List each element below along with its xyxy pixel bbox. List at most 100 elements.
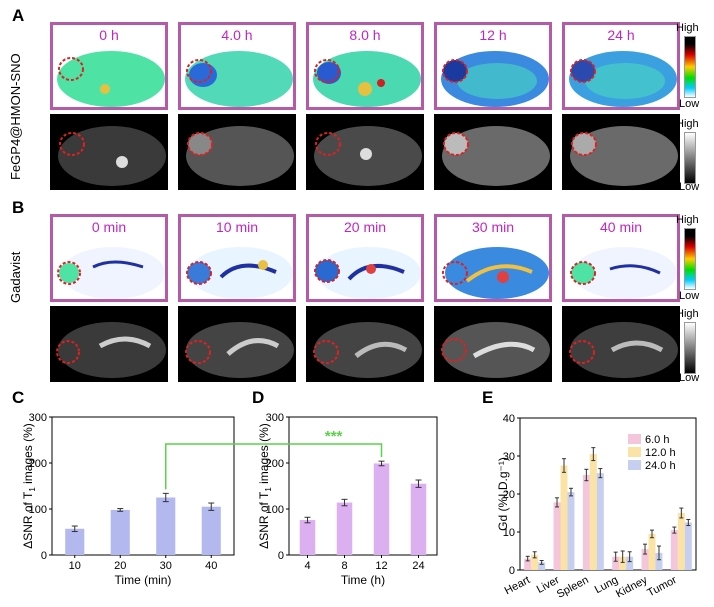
- x-tick-label: 8: [341, 560, 347, 572]
- y-axis-label: Gd (%I.D.g⁻¹): [496, 457, 510, 531]
- mri-b-5: [562, 306, 680, 382]
- plot-frame: [288, 416, 438, 556]
- bar: [582, 475, 590, 570]
- significance-line: [165, 443, 383, 490]
- x-tick-label: 40: [205, 560, 217, 572]
- x-tick-label: Spleen: [555, 574, 591, 601]
- image-b-3: 20 min: [306, 214, 424, 302]
- colorbar-a-color: [684, 36, 696, 98]
- bar: [373, 463, 390, 555]
- colorbar-high: High: [676, 118, 699, 130]
- time-label: 4.0 h: [221, 27, 253, 43]
- mri-a-2: [178, 114, 296, 190]
- image-a-4: 12 h: [434, 22, 552, 110]
- legend-label: 24.0 h: [645, 460, 676, 472]
- x-tick-label: 20: [114, 560, 126, 572]
- image-a-2: 4.0 h: [178, 22, 296, 110]
- bar: [648, 533, 656, 570]
- y-tick-label: 30: [503, 451, 515, 463]
- bar: [156, 497, 176, 555]
- x-tick-label: 10: [69, 560, 81, 572]
- y-tick-label: 0: [41, 550, 47, 562]
- plot-frame: [51, 416, 235, 556]
- x-tick-label: 4: [304, 560, 310, 572]
- y-tick-label: 20: [503, 489, 515, 501]
- bar: [612, 556, 620, 570]
- mri-a-3: [306, 114, 424, 190]
- significance-stars: ***: [325, 428, 343, 445]
- image-a-3: 8.0 h: [306, 22, 424, 110]
- y-tick-label: 200: [29, 458, 47, 470]
- x-tick-label: Tumor: [645, 574, 679, 599]
- y-tick-label: 0: [509, 565, 515, 577]
- colorbar-low: Low: [679, 290, 700, 302]
- y-tick-label: 10: [503, 527, 515, 539]
- image-b-5: 40 min: [562, 214, 680, 302]
- y-tick-label: 300: [29, 412, 47, 424]
- time-label: 0 min: [91, 219, 127, 235]
- bar: [201, 506, 221, 555]
- colorbar-low: Low: [679, 372, 700, 384]
- colorbar-low: Low: [679, 98, 700, 110]
- bar: [336, 502, 353, 555]
- y-axis-label: ΔSNR of T1 images (%): [21, 423, 37, 549]
- image-b-1: 0 min: [50, 214, 168, 302]
- bar: [567, 492, 575, 570]
- image-b-4: 30 min: [434, 214, 552, 302]
- bar: [626, 556, 634, 570]
- y-tick-label: 200: [266, 458, 284, 470]
- bar: [655, 552, 663, 570]
- mri-a-5: [562, 114, 680, 190]
- colorbar-b-gray: [684, 322, 696, 374]
- x-tick-label: 30: [160, 560, 172, 572]
- time-label: 40 min: [599, 219, 643, 235]
- colorbar-b-color: [684, 228, 696, 290]
- panel-label-b: B: [12, 198, 25, 217]
- x-axis-label: Time (min): [115, 573, 172, 587]
- panel-label-e: E: [482, 388, 494, 407]
- time-label: 10 min: [215, 219, 259, 235]
- bar: [110, 509, 130, 555]
- time-label: 0 h: [99, 27, 119, 43]
- mri-a-1: [50, 114, 168, 190]
- panel-label-d: D: [252, 388, 265, 407]
- bar: [560, 465, 568, 570]
- image-b-2: 10 min: [178, 214, 296, 302]
- bar: [524, 558, 532, 570]
- bar: [65, 528, 85, 555]
- time-label: 20 min: [343, 219, 387, 235]
- y-tick-label: 100: [266, 504, 284, 516]
- time-label: 8.0 h: [349, 27, 381, 43]
- bar: [596, 473, 604, 570]
- significance-bracket: ***: [165, 428, 383, 490]
- bar: [299, 520, 316, 555]
- bar: [553, 502, 561, 570]
- bar: [589, 454, 597, 570]
- colorbar-a-gray: [684, 132, 696, 184]
- colorbar-high: High: [676, 22, 699, 34]
- mri-b-1: [50, 306, 168, 382]
- bar: [410, 483, 427, 555]
- bar: [670, 530, 678, 570]
- legend-label: 12.0 h: [645, 447, 676, 459]
- y-tick-label: 300: [266, 412, 284, 424]
- y-tick-label: 100: [29, 504, 47, 516]
- legend-label: 6.0 h: [645, 434, 669, 446]
- y-tick-label: 0: [278, 550, 284, 562]
- time-label: 12 h: [479, 27, 507, 43]
- bar: [531, 554, 539, 570]
- colorbar-high: High: [676, 214, 699, 226]
- x-tick-label: Heart: [503, 574, 532, 597]
- y-tick-label: 40: [503, 413, 515, 425]
- bar: [641, 549, 649, 570]
- x-tick-label: 12: [375, 560, 387, 572]
- bar: [538, 562, 546, 570]
- time-label: 24 h: [607, 27, 635, 43]
- mri-b-2: [178, 306, 296, 382]
- image-a-5: 24 h: [562, 22, 680, 110]
- mri-a-4: [434, 114, 552, 190]
- x-tick-label: 24: [412, 560, 424, 572]
- x-tick-label: Kidney: [614, 574, 650, 601]
